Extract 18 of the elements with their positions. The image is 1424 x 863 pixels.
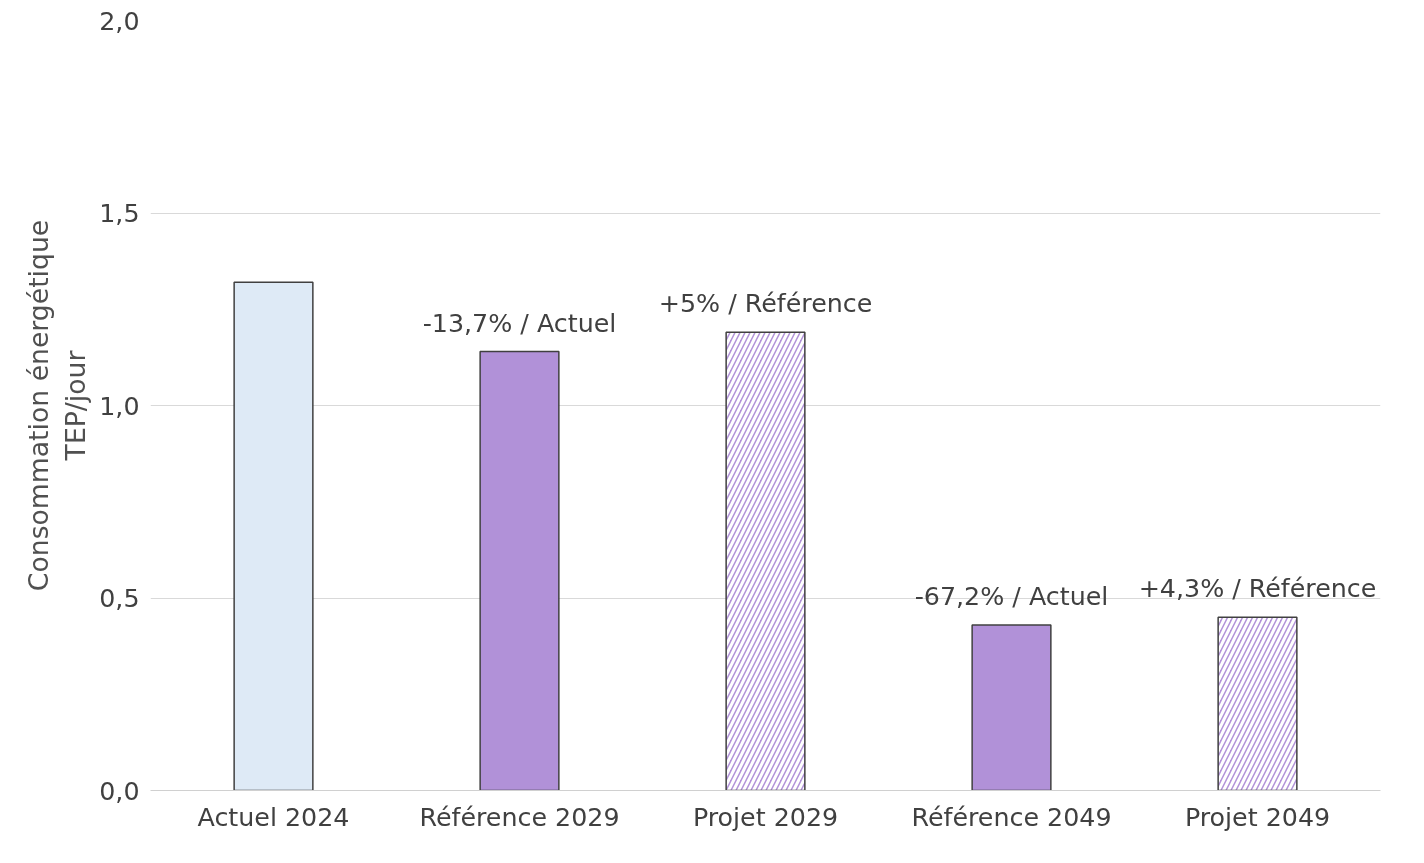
y-axis-title: Consommation énergétique TEP/jour <box>23 219 92 592</box>
x-tick-label: Projet 2049 <box>1184 801 1331 832</box>
bar <box>479 350 560 791</box>
x-tick-label: Référence 2049 <box>911 801 1112 832</box>
y-tick-label: 1,5 <box>99 198 140 228</box>
y-tick-label: 0,5 <box>99 583 140 613</box>
annotation: -67,2% / Actuel <box>914 580 1109 611</box>
annotation: -13,7% / Actuel <box>422 307 617 338</box>
annotation: +5% / Référence <box>658 288 873 319</box>
annotation: +4,3% / Référence <box>1138 573 1377 604</box>
x-tick-label: Actuel 2024 <box>197 801 350 832</box>
bar <box>233 281 314 791</box>
x-tick-label: Référence 2029 <box>419 801 620 832</box>
y-tick-label: 1,0 <box>99 390 140 421</box>
bar <box>971 624 1052 791</box>
y-tick-label: 2,0 <box>99 5 140 36</box>
y-tick-label: 0,0 <box>99 775 140 806</box>
x-tick-label: Projet 2029 <box>692 801 839 832</box>
